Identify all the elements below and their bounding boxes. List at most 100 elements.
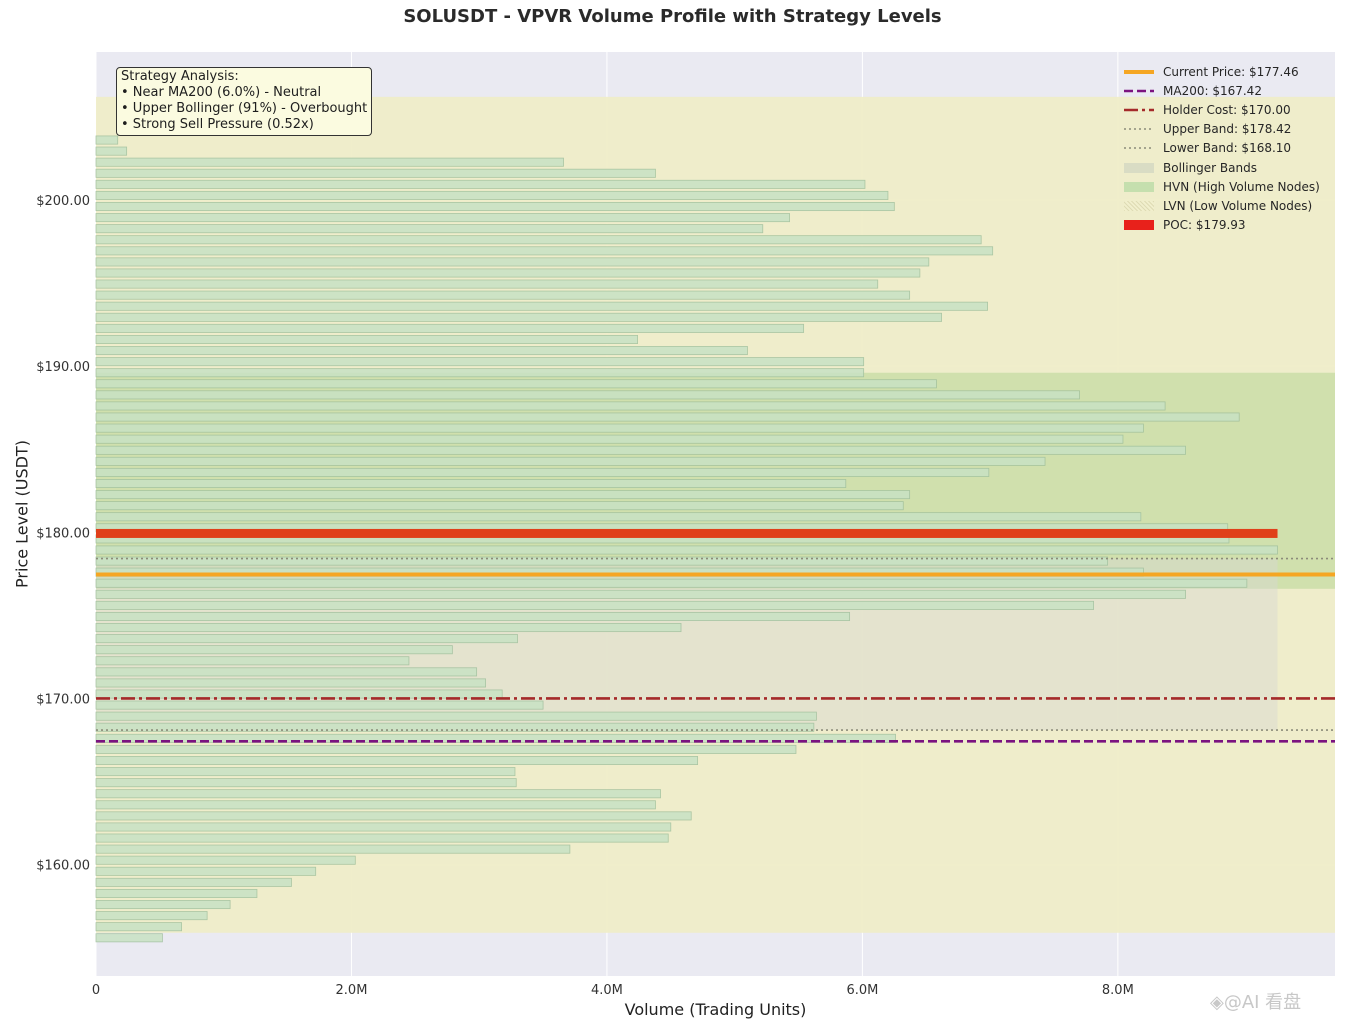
volume-bar <box>95 611 851 621</box>
x-tick-label: 8.0M <box>1102 983 1134 998</box>
volume-bar <box>95 811 692 821</box>
legend-label: Current Price: $177.46 <box>1163 64 1299 79</box>
volume-bar <box>95 312 942 322</box>
legend-swatch <box>1124 220 1154 231</box>
analysis-heading: Strategy Analysis: <box>121 69 239 84</box>
volume-bar <box>95 301 988 311</box>
volume-bar <box>95 678 486 688</box>
volume-bar <box>95 479 847 489</box>
legend-label: Bollinger Bands <box>1163 160 1257 175</box>
analysis-line-ma200: • Near MA200 (6.0%) - Neutral <box>121 85 322 100</box>
volume-bar <box>95 346 748 356</box>
volume-bar <box>95 401 1166 411</box>
volume-bar <box>95 722 815 732</box>
volume-bar <box>95 190 889 200</box>
volume-bars <box>95 135 1278 943</box>
volume-bar <box>95 700 544 710</box>
legend-item: Current Price: $177.46 <box>1118 62 1332 81</box>
volume-bar <box>95 933 163 943</box>
volume-bar <box>95 202 895 212</box>
volume-bar <box>95 412 1240 422</box>
y-tick-label: $180.00 <box>36 526 90 541</box>
volume-bar <box>95 778 517 788</box>
volume-bar <box>95 922 182 932</box>
legend-swatch <box>1124 181 1154 192</box>
y-tick-label: $190.00 <box>36 360 90 375</box>
volume-bar <box>95 822 672 832</box>
analysis-line-bollinger: • Upper Bollinger (91%) - Overbought <box>121 101 368 116</box>
volume-bar <box>95 179 866 189</box>
volume-bar <box>95 911 208 921</box>
volume-bar <box>95 390 1080 400</box>
volume-bar <box>95 490 911 500</box>
legend-swatch <box>1124 123 1154 135</box>
legend-label: Lower Band: $168.10 <box>1163 141 1292 156</box>
volume-bar <box>95 789 661 799</box>
volume-bar <box>95 900 231 910</box>
volume-bar <box>95 578 1248 588</box>
volume-bar <box>95 257 930 267</box>
legend-label: HVN (High Volume Nodes) <box>1163 179 1320 194</box>
legend-item: Holder Cost: $170.00 <box>1118 100 1332 119</box>
legend-item: Lower Band: $168.10 <box>1118 139 1332 158</box>
volume-bar <box>95 800 656 810</box>
strategy-analysis-box: Strategy Analysis: • Near MA200 (6.0%) -… <box>116 67 373 136</box>
volume-bar <box>95 268 921 278</box>
volume-bar <box>95 224 764 234</box>
volume-bar <box>95 512 1142 522</box>
chart-title: SOLUSDT - VPVR Volume Profile with Strat… <box>403 6 942 27</box>
volume-bar <box>95 600 1094 610</box>
legend-item: Bollinger Bands <box>1118 158 1332 177</box>
legend-item: MA200: $167.42 <box>1118 81 1332 100</box>
legend-label: MA200: $167.42 <box>1163 83 1262 98</box>
axis-ticks: 0 2.0M 4.0M 6.0M 8.0M $160.00 $170.00 $180.00 $1… <box>36 194 1134 998</box>
volume-bar <box>95 877 292 887</box>
legend-label: Holder Cost: $170.00 <box>1163 102 1291 117</box>
volume-bar <box>95 423 1144 433</box>
volume-bar <box>95 157 564 167</box>
volume-bar <box>95 833 669 843</box>
volume-bar <box>95 235 982 245</box>
volume-bar <box>95 656 410 666</box>
y-tick-label: $200.00 <box>36 194 90 209</box>
x-tick-label: 0 <box>92 983 100 998</box>
legend-swatch <box>1124 66 1154 78</box>
chart-legend: Current Price: $177.46 MA200: $167.42 Hold… <box>1118 59 1332 238</box>
volume-bar <box>95 844 571 854</box>
poc-bar <box>96 528 1278 538</box>
analysis-line-pressure: • Strong Sell Pressure (0.52x) <box>121 117 314 132</box>
legend-swatch <box>1124 162 1154 173</box>
legend-swatch <box>1124 85 1154 97</box>
volume-bar <box>95 744 797 754</box>
volume-bar <box>95 379 937 389</box>
legend-swatch <box>1124 104 1154 116</box>
volume-bar <box>95 634 518 644</box>
volume-bar <box>95 589 1186 599</box>
x-tick-label: 4.0M <box>591 983 623 998</box>
volume-bar <box>95 756 699 766</box>
x-tick-label: 2.0M <box>336 983 368 998</box>
legend-label: LVN (Low Volume Nodes) <box>1163 198 1313 213</box>
legend-item: HVN (High Volume Nodes) <box>1118 177 1332 196</box>
volume-bar <box>95 545 1278 555</box>
volume-bar <box>95 434 1124 444</box>
volume-bar <box>95 368 865 378</box>
volume-bar <box>95 290 911 300</box>
legend-label: POC: $179.93 <box>1163 218 1246 233</box>
volume-bar <box>95 733 897 743</box>
volume-bar <box>95 667 478 677</box>
y-tick-label: $160.00 <box>36 859 90 874</box>
volume-bar <box>95 456 1046 466</box>
volume-bar <box>95 866 317 876</box>
volume-bar <box>95 146 128 156</box>
volume-bar <box>95 467 990 477</box>
volume-bar <box>95 279 879 289</box>
volume-bar <box>95 445 1186 455</box>
volume-bar <box>95 645 453 655</box>
legend-swatch <box>1124 142 1154 154</box>
legend-item: LVN (Low Volume Nodes) <box>1118 196 1332 215</box>
level-lines <box>96 557 1335 743</box>
volume-bar <box>95 323 805 333</box>
volume-bar <box>95 855 356 865</box>
x-tick-label: 6.0M <box>846 983 878 998</box>
